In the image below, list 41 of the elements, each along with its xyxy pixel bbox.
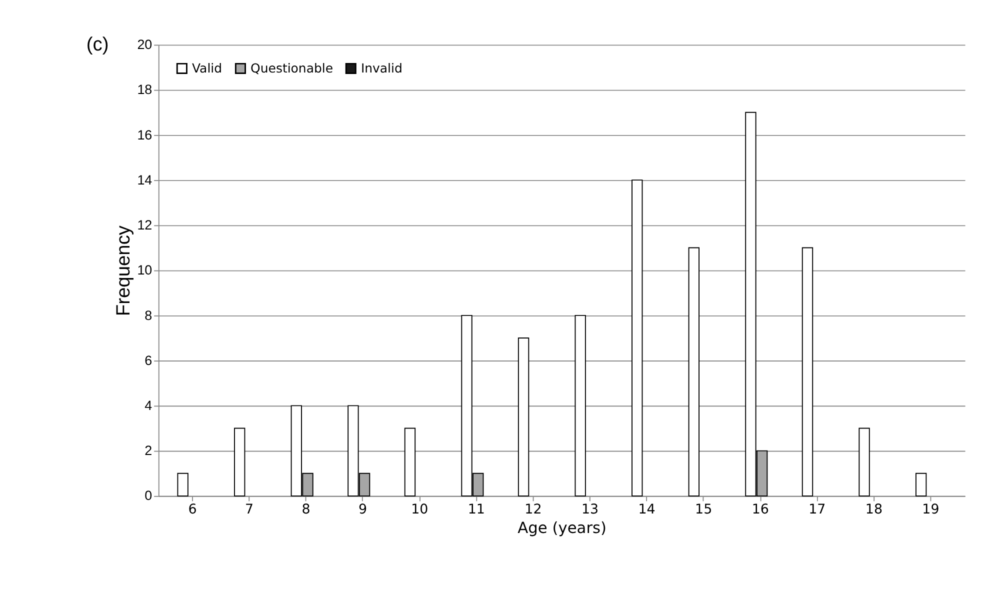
y-tick-label: 18 [137, 82, 152, 98]
bar [802, 247, 814, 496]
y-tick-label: 2 [144, 443, 152, 458]
x-tick-label: 16 [752, 502, 769, 518]
x-tick-label: 17 [808, 502, 826, 518]
y-tick-label: 16 [137, 127, 152, 142]
x-tick-label: 15 [695, 502, 712, 518]
bar [915, 472, 927, 496]
y-tick-label: 14 [137, 172, 153, 188]
bar [518, 338, 530, 496]
x-tick-label: 12 [524, 502, 542, 518]
y-tick-label: 6 [144, 352, 152, 368]
x-tick-label: 18 [865, 502, 882, 518]
x-tick-label: 13 [581, 502, 599, 518]
bar [688, 247, 700, 496]
y-tick-label: 8 [144, 308, 152, 323]
bar [632, 180, 643, 496]
y-axis-title: Frequency [114, 225, 135, 316]
bar [234, 428, 246, 496]
legend-label: Invalid [360, 60, 402, 76]
y-tick-label: 20 [137, 37, 152, 52]
bar [858, 428, 870, 496]
bar [177, 472, 188, 496]
x-axis-title: Age (years) [518, 518, 606, 537]
x-tick-label: 19 [922, 502, 940, 518]
bar [574, 314, 586, 496]
x-tick-label: 7 [244, 502, 254, 518]
legend-label: Valid [192, 60, 222, 76]
x-tick-label: 14 [638, 502, 656, 518]
y-tick-label: 4 [144, 398, 153, 413]
x-tick-label: 6 [188, 502, 197, 518]
legend-label: Questionable [250, 60, 334, 76]
x-tick-label: 11 [468, 502, 485, 518]
x-tick-label: 9 [358, 502, 368, 518]
x-tick-label: 10 [411, 502, 428, 518]
y-tick-label: 0 [144, 488, 152, 504]
y-tick-label: 10 [137, 262, 152, 278]
bar [404, 428, 416, 496]
y-tick-label: 12 [137, 218, 152, 233]
x-tick-label: 8 [302, 502, 310, 518]
text: (c) [86, 34, 109, 56]
